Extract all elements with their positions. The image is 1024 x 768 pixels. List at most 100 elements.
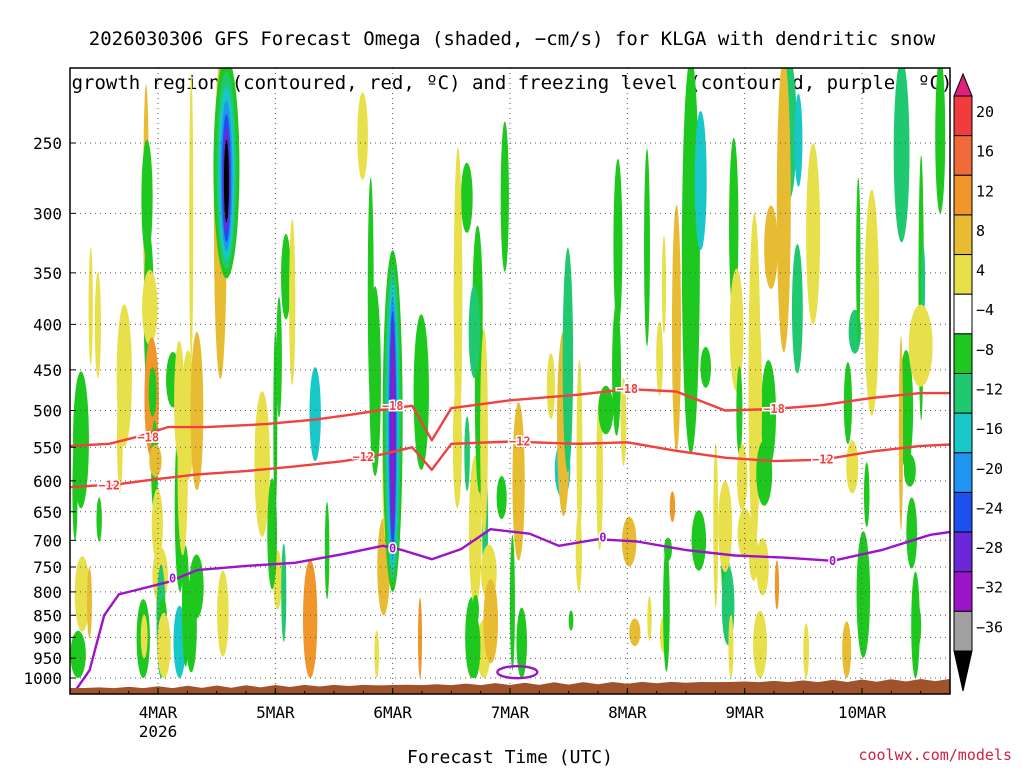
omega-upward-region	[276, 296, 282, 418]
credit-text: coolwx.com/models	[858, 746, 1012, 764]
omega-region	[846, 440, 859, 494]
omega-upward-region	[920, 243, 926, 322]
omega-downward-region	[157, 612, 171, 678]
y-tick-label: 250	[33, 134, 62, 153]
colorbar-label: 12	[976, 182, 994, 200]
contour-label: −18	[137, 430, 159, 444]
y-tick-label: 650	[33, 503, 62, 522]
contour-label: 0	[829, 554, 836, 568]
colorbar-label: −4	[976, 301, 994, 319]
omega-downward-region	[576, 359, 583, 542]
omega-upward-region	[913, 603, 922, 648]
omega-region	[806, 143, 821, 325]
colorbar-arrow-bottom	[953, 650, 973, 692]
omega-downward-region	[729, 268, 744, 392]
y-tick-label: 1000	[23, 669, 62, 688]
omega-upward-region	[367, 177, 374, 405]
omega-downward-region	[620, 377, 627, 466]
y-tick-label: 850	[33, 606, 62, 625]
omega-downward-region	[483, 579, 499, 664]
contour-label: 0	[389, 542, 396, 556]
omega-upward-region	[612, 302, 621, 436]
omega-downward-region	[480, 328, 488, 536]
omega-downward-region	[647, 596, 652, 641]
contour-line	[496, 664, 539, 680]
omega-downward-region	[656, 321, 663, 396]
omega-region	[748, 213, 761, 552]
x-tick-label: 8MAR	[608, 703, 647, 722]
omega-downward-region	[756, 537, 769, 596]
omega-downward-region	[140, 614, 148, 659]
omega-upward-region	[791, 244, 803, 374]
y-tick-label: 350	[33, 264, 62, 283]
omega-downward-region	[94, 271, 101, 378]
omega-core-region	[223, 139, 229, 223]
omega-region	[908, 304, 933, 387]
omega-downward-region	[669, 491, 676, 523]
omega-upward-region	[516, 607, 527, 678]
colorbar-box	[953, 333, 973, 375]
omega-downward-region	[217, 570, 229, 657]
colorbar-box	[953, 610, 973, 652]
colorbar-arrow-top	[953, 72, 973, 97]
x-tick-label: 10MAR	[838, 703, 887, 722]
omega-upward-region	[691, 510, 707, 571]
y-tick-label: 450	[33, 361, 62, 380]
colorbar-label: 20	[976, 103, 994, 121]
omega-upward-region	[856, 177, 861, 342]
omega-downward-region	[596, 395, 603, 551]
temperature-contours: −18 −18 −18 −18 −12 −12 −12 −12 0 0 0 0	[70, 381, 950, 692]
omega-downward-region	[764, 205, 778, 290]
omega-region	[718, 480, 733, 573]
x-tick-year-label: 2026	[139, 722, 178, 741]
omega-downward-region	[774, 560, 780, 610]
x-tick-label: 6MAR	[373, 703, 412, 722]
omega-region	[694, 110, 707, 251]
omega-downward-region	[189, 73, 194, 364]
omega-downward-region	[546, 353, 556, 420]
colorbar-box	[953, 373, 973, 414]
ground-surface-fill	[70, 678, 950, 694]
pressure-axis: 250 300 350 400 450 500 550 600 650 700 750 800 850 9…	[23, 134, 76, 688]
colorbar-box	[953, 174, 973, 216]
omega-upward-region	[464, 416, 470, 492]
omega-downward-region	[302, 560, 318, 678]
omega-region	[794, 93, 803, 187]
omega-upward-region	[843, 362, 853, 445]
x-tick-label: 7MAR	[491, 703, 530, 722]
y-tick-label: 300	[33, 204, 62, 223]
omega-upward-region	[562, 248, 574, 473]
contour-label: −12	[352, 450, 374, 464]
omega-upward-region	[856, 531, 871, 658]
y-tick-label: 750	[33, 558, 62, 577]
omega-downward-region	[512, 402, 525, 561]
contour-label: −18	[763, 402, 785, 416]
ground-surface	[70, 678, 950, 694]
omega-downward-region	[842, 621, 852, 678]
contour-label: −18	[382, 399, 404, 413]
contour-label: 0	[169, 572, 176, 586]
omega-region	[756, 440, 773, 506]
omega-core-region	[391, 337, 395, 523]
chart-title-line1: 2026030306 GFS Forecast Omega (shaded, −…	[88, 28, 936, 50]
omega-downward-region	[142, 269, 158, 346]
colorbar-box	[953, 571, 973, 612]
omega-upward-region	[148, 367, 157, 417]
y-tick-label: 500	[33, 402, 62, 421]
omega-downward-region	[468, 455, 482, 608]
colorbar-label: −28	[976, 539, 1003, 557]
colorbar-label: 16	[976, 143, 994, 161]
omega-upward-region	[141, 139, 153, 258]
omega-upward-region	[613, 158, 623, 330]
colorbar-box	[953, 531, 973, 573]
omega-downward-region	[736, 443, 748, 511]
omega-region	[776, 68, 791, 353]
colorbar-label: −12	[976, 381, 1003, 399]
omega-upward-region	[460, 162, 473, 233]
colorbar-box	[953, 412, 973, 454]
colorbar-box	[953, 293, 973, 335]
y-tick-label: 700	[33, 531, 62, 550]
contour-line	[73, 528, 950, 692]
omega-upward-region	[700, 346, 711, 388]
